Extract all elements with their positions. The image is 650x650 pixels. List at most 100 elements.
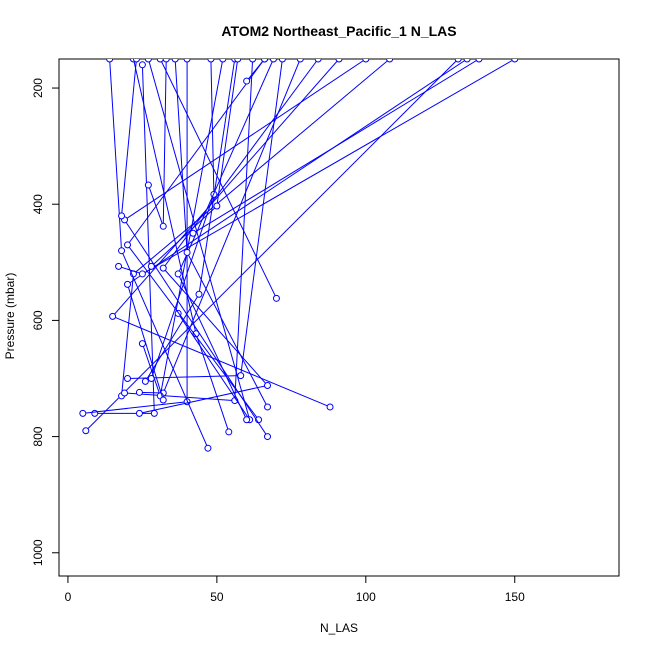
data-point: [454, 59, 462, 63]
data-point: [261, 59, 269, 63]
data-point: [326, 403, 334, 411]
data-point: [171, 59, 179, 63]
series-line-segment: [124, 219, 268, 437]
series-line-segment: [240, 59, 283, 376]
data-point: [106, 59, 114, 63]
data-point: [237, 372, 245, 380]
y-tick-label: 800: [31, 426, 45, 446]
series-line-segment: [127, 284, 164, 401]
chart-title: ATOM2 Northeast_Pacific_1 N_LAS: [221, 23, 456, 39]
data-point: [124, 374, 132, 382]
data-point: [147, 262, 155, 270]
data-point: [511, 59, 519, 63]
data-point: [314, 59, 322, 63]
data-point: [141, 377, 149, 385]
data-point: [204, 444, 212, 452]
data-point: [138, 61, 146, 69]
data-point: [109, 312, 117, 320]
data-point: [463, 59, 471, 63]
plot-area: [79, 59, 519, 452]
data-point: [243, 416, 251, 424]
data-point: [249, 59, 257, 63]
data-point: [278, 59, 286, 63]
series-line-segment: [121, 250, 209, 449]
series-line-segment: [150, 194, 215, 379]
data-point: [264, 381, 272, 389]
series-line-segment: [121, 59, 137, 216]
data-point: [135, 409, 143, 417]
series-line-segment: [147, 184, 164, 227]
data-point: [219, 59, 227, 63]
series-line-segment: [112, 59, 340, 317]
data-point: [335, 59, 343, 63]
series-line-segment: [159, 59, 224, 397]
data-point: [189, 229, 197, 237]
series-line-segment: [141, 64, 155, 414]
series-line-segment: [186, 252, 268, 408]
data-point: [213, 202, 221, 210]
series-line-segment: [139, 384, 268, 414]
data-point: [162, 59, 170, 63]
data-point: [124, 241, 132, 249]
data-point: [264, 403, 272, 411]
data-point: [118, 247, 126, 255]
series-group: [79, 59, 519, 452]
data-point: [386, 59, 394, 63]
series-line-segment: [112, 315, 331, 408]
data-point: [118, 212, 126, 220]
series-line-segment: [192, 59, 480, 234]
series-line-segment: [151, 205, 218, 267]
data-point: [91, 409, 99, 417]
y-tick-label: 1000: [31, 539, 45, 566]
data-point: [121, 389, 129, 397]
series-line-segment: [210, 59, 215, 195]
x-tick-label: 50: [210, 590, 224, 604]
data-point: [272, 294, 280, 302]
data-point: [225, 428, 233, 436]
data-point: [115, 262, 123, 270]
data-point: [362, 59, 370, 63]
y-axis: 200 400 600 800 1000: [31, 78, 60, 566]
data-point: [79, 409, 87, 417]
series-line-segment: [124, 392, 235, 402]
series-line-segment: [195, 333, 230, 433]
series-line-segment: [109, 59, 123, 251]
x-tick-label: 100: [356, 590, 376, 604]
data-point: [138, 270, 146, 278]
series-line-segment: [177, 313, 251, 421]
series-line-segment: [133, 59, 390, 275]
data-point: [156, 59, 164, 63]
series-line-segment: [177, 273, 248, 420]
x-axis: 0 50 100 150: [65, 575, 525, 604]
data-point: [296, 59, 304, 63]
series-line-segment: [174, 59, 188, 253]
data-point: [159, 264, 167, 272]
series-line-segment: [85, 59, 459, 432]
data-point: [144, 181, 152, 189]
data-point: [234, 59, 242, 63]
data-point: [207, 59, 215, 63]
series-line-segment: [82, 401, 188, 414]
series-line-segment: [216, 59, 239, 207]
data-point: [183, 248, 191, 256]
series-line-segment: [162, 59, 319, 269]
data-point: [135, 388, 143, 396]
y-tick-label: 200: [31, 78, 45, 98]
series-line-segment: [127, 375, 241, 379]
data-point: [150, 409, 158, 417]
x-axis-label: N_LAS: [320, 621, 358, 635]
data-point: [243, 77, 251, 85]
data-point: [159, 396, 167, 404]
series-line-segment: [159, 59, 277, 299]
series-line-segment: [127, 59, 468, 285]
data-point: [138, 340, 146, 348]
data-point: [269, 59, 277, 63]
y-tick-label: 400: [31, 194, 45, 214]
data-point: [195, 290, 203, 298]
series-line-segment: [124, 59, 367, 221]
series-line-segment: [127, 59, 265, 246]
data-point: [159, 222, 167, 230]
series-line-segment: [246, 59, 265, 82]
